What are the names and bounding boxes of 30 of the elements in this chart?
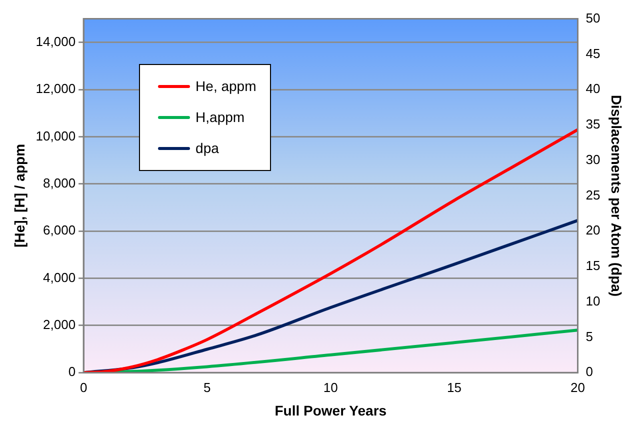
y2-tick-label: 45 [586,46,600,61]
y2-tick-label: 5 [586,328,593,344]
y-tick-label: 8,000 [43,175,76,190]
y2-tick-label: 0 [586,364,593,380]
y-tick-label: 6,000 [43,222,76,238]
y2-tick-label: 25 [586,187,600,202]
y-tick-label: 10,000 [36,128,76,144]
x-tick-label: 0 [80,380,88,395]
y-tick-label: 14,000 [36,34,76,49]
y2-tick-label: 30 [586,152,600,167]
y-tick-label: 4,000 [43,270,76,285]
y2-tick-label: 50 [586,10,600,26]
y2-tick-label: 40 [586,81,600,96]
legend-label: He, appm [196,78,256,94]
y2-tick-label: 10 [586,293,600,308]
x-axis-title: Full Power Years [274,402,387,418]
y-tick-label: 12,000 [36,81,76,96]
y-axis-title: [He], [H] / appm [11,144,28,248]
y2-tick-label: 15 [586,258,600,274]
legend-label: H,appm [196,109,245,126]
y-tick-label: 2,000 [43,317,76,332]
x-tick-label: 5 [203,380,211,395]
x-tick-label: 10 [323,380,338,395]
legend-label: dpa [196,140,219,156]
y-tick-label: 0 [68,364,76,380]
y2-tick-label: 20 [586,222,600,238]
y2-axis-title: Displacements per Atom (dpa) [608,94,625,297]
y2-tick-label: 35 [586,116,600,132]
x-tick-label: 15 [446,380,462,395]
x-tick-label: 20 [570,380,585,395]
